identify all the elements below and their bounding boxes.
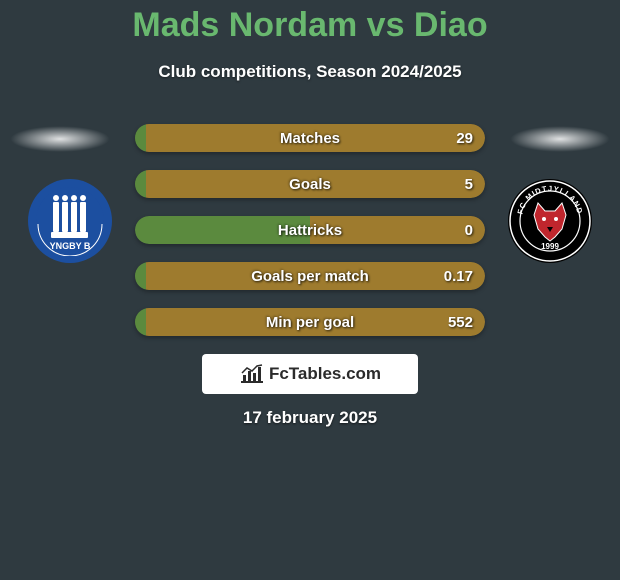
stat-bars: Matches29 Goals5 Hattricks0 Goals per match… (135, 124, 485, 354)
stat-value-right: 0 (465, 216, 473, 244)
right-team-logo: FC MIDTJYLLAND 1999 (508, 179, 592, 263)
left-logo-shadow (10, 126, 110, 152)
stat-label: Goals (135, 170, 485, 198)
stat-row: Min per goal552 (135, 308, 485, 336)
stat-label: Matches (135, 124, 485, 152)
stat-row: Goals5 (135, 170, 485, 198)
lyngby-crest-icon: YNGBY B (35, 186, 105, 256)
branding-badge: FcTables.com (202, 354, 418, 394)
svg-text:1999: 1999 (541, 242, 559, 251)
bar-chart-icon (239, 364, 265, 384)
subtitle: Club competitions, Season 2024/2025 (0, 62, 620, 82)
midtjylland-crest-icon: FC MIDTJYLLAND 1999 (508, 179, 592, 263)
stat-value-right: 29 (456, 124, 473, 152)
stat-value-right: 552 (448, 308, 473, 336)
stat-value-right: 0.17 (444, 262, 473, 290)
comparison-card: Mads Nordam vs Diao Club competitions, S… (0, 0, 620, 580)
stat-row: Matches29 (135, 124, 485, 152)
stat-value-right: 5 (465, 170, 473, 198)
stat-label: Hattricks (135, 216, 485, 244)
right-logo-shadow (510, 126, 610, 152)
svg-text:YNGBY B: YNGBY B (50, 241, 91, 251)
page-title: Mads Nordam vs Diao (0, 6, 620, 45)
stat-row: Goals per match0.17 (135, 262, 485, 290)
stat-label: Goals per match (135, 262, 485, 290)
left-team-logo: YNGBY B (28, 179, 112, 263)
stat-row: Hattricks0 (135, 216, 485, 244)
date-label: 17 february 2025 (0, 408, 620, 428)
stat-label: Min per goal (135, 308, 485, 336)
branding-text: FcTables.com (269, 364, 381, 384)
